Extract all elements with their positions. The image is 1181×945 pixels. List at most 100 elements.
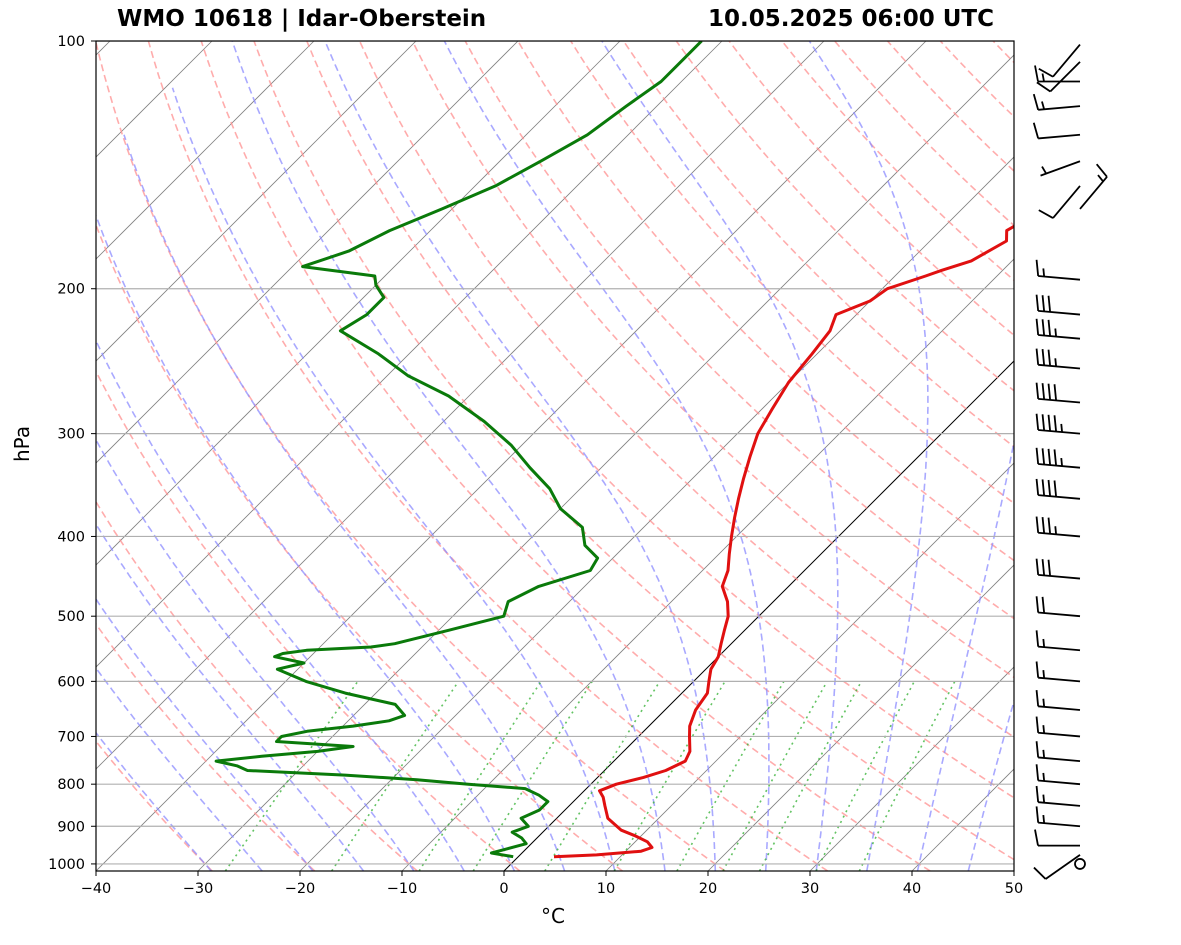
wind-barb [1037,479,1080,499]
wind-barb [1035,830,1080,846]
dry-adiabat-line [835,41,1181,871]
wind-barb [1037,349,1080,369]
y-tick-label: 100 [57,34,85,50]
dry-adiabat-line [940,41,1181,871]
dry-adiabat-line [571,41,1181,871]
wind-barb [1037,260,1080,280]
x-tick-label: −20 [285,881,316,897]
dry-adiabat-line [0,41,417,871]
moist-adiabat-line [444,41,769,871]
wind-barb [1034,855,1080,879]
y-tick-label: 900 [57,819,85,835]
dry-adiabat-line [465,41,1181,871]
wind-barb [1037,717,1080,737]
y-tick-label: 200 [57,282,85,298]
wind-barb [1034,94,1080,110]
x-tick-label: −30 [183,881,214,897]
wind-barbs [1034,45,1107,879]
y-tick-label: 500 [57,609,85,625]
zero-isotherm-line [504,41,1181,871]
y-axis: 100 200 300 400 500 600 700 800 900 1000 [48,34,96,873]
y-tick-label: 700 [57,729,85,745]
isotherm-line [708,41,1181,871]
isotherm-line [810,41,1181,871]
moist-adiabat-line [45,213,464,871]
x-tick-label: 30 [801,881,819,897]
mixing-ratio-line [614,681,725,871]
isotherm-line [0,41,722,871]
moist-adiabat-line [602,41,838,871]
mixing-ratio-line [816,681,914,871]
wind-barb [1037,448,1080,468]
wind-barb [1080,164,1107,209]
moist-adiabat-line [968,41,1181,871]
isotherm-line [96,41,926,871]
x-axis-label: °C [541,904,565,928]
wind-barb [1037,690,1080,710]
wind-barb [1041,161,1080,175]
y-tick-label: 300 [57,427,85,443]
isotherm-line [0,41,314,871]
wind-barb [1037,630,1080,650]
dry-adiabat-line [0,41,315,871]
x-tick-label: 20 [699,881,717,897]
chart-title-datetime: 10.05.2025 06:00 UTC [708,6,994,32]
y-tick-label: 600 [57,674,85,690]
isotherm-line [198,41,1028,871]
isotherm-line [912,41,1181,871]
isotherm-line [300,41,1130,871]
isotherm-line [0,41,824,871]
x-tick-label: 0 [499,881,508,897]
dry-adiabat-line [0,41,520,871]
dry-adiabat-line [307,41,1136,871]
wind-barb [1037,786,1080,806]
wind-barb [1034,123,1080,139]
wind-barb [1037,319,1080,339]
moist-adiabat-line [124,135,565,871]
wind-barb [1037,764,1080,784]
x-tick-label: −10 [387,881,418,897]
wind-barb [1037,741,1080,761]
moist-adiabat-line [173,88,615,871]
x-tick-label: 10 [597,881,615,897]
mixing-ratio-line [723,681,827,871]
wind-barb [1037,414,1080,434]
moist-adiabat-line [809,41,928,871]
dry-adiabat-line [676,41,1181,871]
dry-adiabat-line [888,41,1181,871]
y-tick-label: 400 [57,529,85,545]
background-lines [0,41,1181,871]
x-axis: −40 −30 −20 −10 0 10 20 30 40 50 [81,871,1024,897]
x-tick-label: 50 [1005,881,1023,897]
wind-barb [1037,596,1080,616]
dry-adiabat-line [729,41,1181,871]
wind-barb [1037,383,1080,403]
y-axis-label: hPa [10,426,34,462]
y-tick-label: 800 [57,777,85,793]
plot-frame [96,41,1014,871]
chart-title-station: WMO 10618 | Idar-Oberstein [117,6,486,32]
isotherm-line [606,41,1181,871]
wind-barb [1037,517,1080,537]
wind-barb [1037,559,1080,579]
moist-adiabat-line [0,332,262,871]
wind-barb [1075,859,1085,869]
wind-barb [1037,806,1080,826]
y-tick-label: 1000 [48,857,85,873]
wind-barb [1037,661,1080,681]
wind-barb [1039,186,1080,218]
x-tick-label: −40 [81,881,112,897]
dry-adiabat-line [518,41,1181,871]
wind-barb [1037,295,1080,315]
isotherm-line [0,41,8,871]
temperature-profile-line [554,41,1181,857]
dry-adiabat-line [201,41,930,871]
x-tick-label: 40 [903,881,921,897]
moist-adiabat-line [0,306,313,871]
wind-barb [1039,45,1080,77]
moist-adiabat-line [0,274,364,871]
dry-adiabat-line [782,41,1181,871]
dry-adiabat-line [993,41,1181,871]
